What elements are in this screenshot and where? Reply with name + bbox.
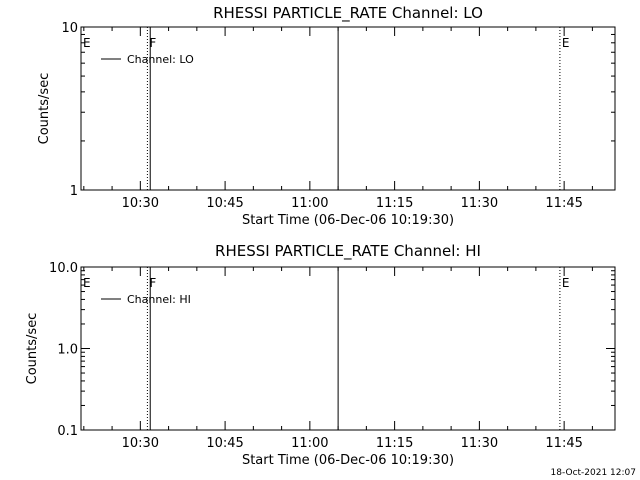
y-tick-label: 1.0 [57, 343, 78, 358]
y-tick-label: 10 [61, 21, 78, 36]
footer-timestamp: 18-Oct-2021 12:07 [550, 468, 636, 478]
x-tick-label: 11:45 [545, 436, 582, 451]
x-tick-label: 11:30 [461, 436, 498, 451]
event-marker-label: E [83, 276, 91, 290]
chart-title: RHESSI PARTICLE_RATE Channel: HI [215, 242, 481, 261]
y-tick-label: 0.1 [57, 424, 78, 439]
event-marker-label: F [149, 36, 156, 50]
y-axis-label: Counts/sec [37, 73, 52, 145]
y-tick-label: 1 [70, 184, 78, 199]
x-tick-label: 11:45 [545, 196, 582, 211]
plot-frame [80, 266, 616, 431]
event-marker-label: E [562, 276, 570, 290]
legend-entry-label: Channel: LO [127, 53, 194, 66]
x-tick-label: 11:15 [376, 196, 413, 211]
x-tick-label: 11:15 [376, 436, 413, 451]
x-tick-label: 10:45 [206, 436, 243, 451]
legend-entry-label: Channel: HI [127, 293, 191, 306]
chart-title: RHESSI PARTICLE_RATE Channel: LO [213, 4, 483, 23]
x-tick-label: 10:30 [122, 436, 159, 451]
x-tick-label: 11:00 [291, 436, 328, 451]
y-tick-label: 10.0 [49, 261, 78, 276]
plot-frame [80, 26, 616, 191]
x-axis-label: Start Time (06-Dec-06 10:19:30) [242, 453, 454, 468]
x-axis-label: Start Time (06-Dec-06 10:19:30) [242, 213, 454, 228]
x-tick-label: 11:00 [291, 196, 328, 211]
event-marker-label: E [83, 36, 91, 50]
y-axis-label: Counts/sec [25, 313, 40, 385]
x-tick-label: 11:30 [461, 196, 498, 211]
event-marker-label: E [562, 36, 570, 50]
event-marker-label: F [149, 276, 156, 290]
x-tick-label: 10:45 [206, 196, 243, 211]
x-tick-label: 10:30 [122, 196, 159, 211]
